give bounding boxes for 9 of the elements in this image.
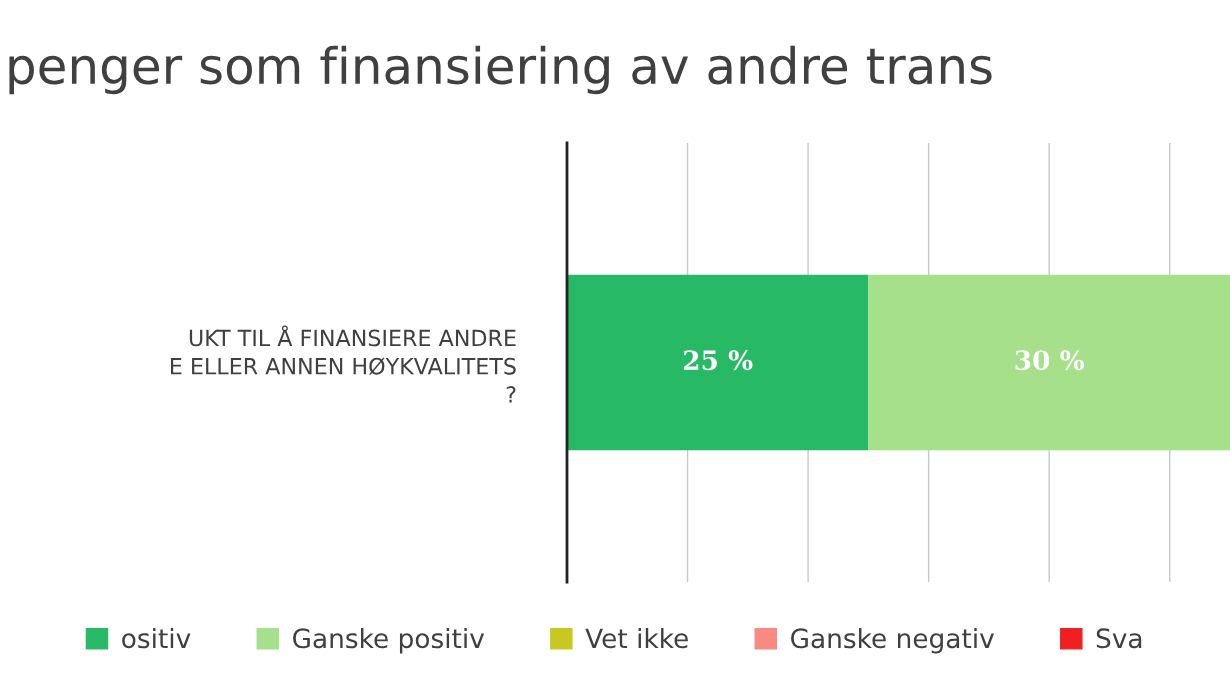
legend-label: Ganske positiv [293,627,485,654]
chart-title: penger som finansiering av andre trans [9,45,992,95]
data-label: 25 % [683,350,753,371]
y-tick-label: UKT TIL Å FINANSIERE ANDRE E ELLER ANNEN HØYKVALITETS ? [170,325,516,403]
legend-label: Sva [1096,628,1142,649]
legend-label: Vet ikke [585,627,688,649]
legend-label: Ganske negativ [791,627,994,654]
legend-label: ositiv [122,627,191,649]
data-label: 30 % [1015,350,1085,371]
